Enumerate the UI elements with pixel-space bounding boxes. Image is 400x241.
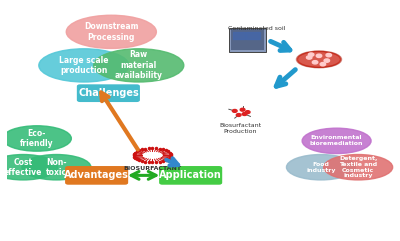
FancyBboxPatch shape: [229, 28, 266, 52]
Circle shape: [308, 53, 314, 56]
Circle shape: [324, 59, 330, 62]
FancyBboxPatch shape: [231, 29, 264, 50]
Text: Downstream
Processing: Downstream Processing: [84, 22, 138, 41]
Circle shape: [326, 54, 332, 57]
Ellipse shape: [66, 15, 156, 48]
Ellipse shape: [2, 126, 71, 151]
Circle shape: [236, 114, 241, 116]
Circle shape: [316, 54, 322, 58]
Ellipse shape: [142, 151, 163, 159]
Circle shape: [232, 109, 237, 112]
Ellipse shape: [298, 52, 340, 67]
Text: Eco-
friendly: Eco- friendly: [20, 129, 54, 148]
FancyBboxPatch shape: [77, 84, 140, 102]
FancyBboxPatch shape: [159, 166, 222, 185]
Text: Food
industry: Food industry: [306, 162, 336, 173]
Circle shape: [312, 60, 318, 64]
Ellipse shape: [324, 154, 393, 180]
Ellipse shape: [39, 49, 129, 82]
Text: Biosurfactant
Production: Biosurfactant Production: [220, 123, 262, 134]
Circle shape: [320, 62, 326, 66]
Ellipse shape: [286, 154, 356, 180]
Ellipse shape: [22, 154, 91, 180]
Circle shape: [240, 108, 245, 111]
Text: Contaminated soil: Contaminated soil: [228, 26, 285, 31]
Text: Challenges: Challenges: [78, 88, 139, 98]
FancyBboxPatch shape: [65, 166, 128, 185]
Text: Application: Application: [159, 170, 222, 180]
Circle shape: [306, 56, 312, 59]
Text: Large scale
production: Large scale production: [59, 56, 109, 75]
Text: Raw
material
availability: Raw material availability: [115, 50, 163, 80]
Ellipse shape: [224, 106, 257, 118]
Text: Detergent,
Textile and
Cosmetic
industry: Detergent, Textile and Cosmetic industry: [339, 156, 377, 178]
Ellipse shape: [302, 128, 371, 154]
Text: Non-
toxic: Non- toxic: [46, 158, 67, 177]
Circle shape: [242, 113, 247, 115]
Ellipse shape: [94, 49, 184, 82]
Text: Advantages: Advantages: [64, 170, 129, 180]
Ellipse shape: [0, 154, 58, 180]
Text: BIOSURFACTANT: BIOSURFACTANT: [124, 167, 182, 172]
Text: Cost
effective: Cost effective: [4, 158, 42, 177]
Circle shape: [245, 111, 250, 114]
Text: Environmental
bioremediation: Environmental bioremediation: [310, 135, 363, 146]
